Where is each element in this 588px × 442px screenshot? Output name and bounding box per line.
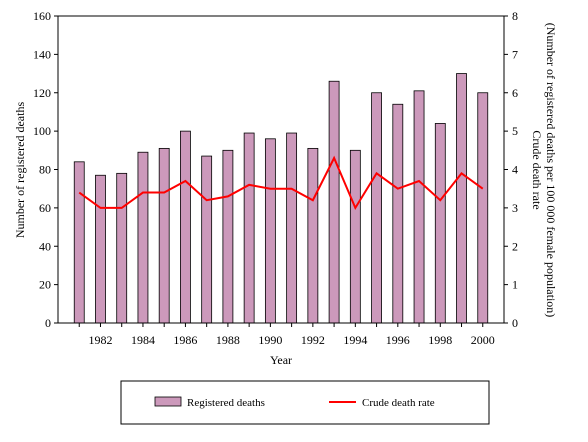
x-tick-label: 1992 — [301, 333, 325, 347]
legend: Registered deaths Crude death rate — [120, 380, 490, 425]
left-axis-ticks: 0 20 40 60 80 100 120 140 160 — [33, 9, 58, 330]
bar-1989 — [243, 132, 255, 324]
bar-1986 — [180, 130, 191, 324]
legend-box — [120, 380, 490, 425]
bar-1988 — [222, 149, 234, 324]
x-tick-label: 1984 — [131, 333, 155, 347]
bar-1985 — [158, 147, 170, 324]
y2-axis-subtitle: (Number of registered deaths per 100 000… — [544, 23, 558, 318]
bar-1991 — [286, 132, 298, 324]
left-tick-label: 0 — [45, 316, 51, 330]
bar-1999 — [456, 73, 467, 324]
left-tick-label: 40 — [39, 239, 51, 253]
bar-1984 — [137, 151, 149, 324]
right-tick-label: 3 — [512, 201, 518, 215]
x-tick-label: 1988 — [216, 333, 240, 347]
legend-label-registered-deaths: Registered deaths — [187, 397, 265, 409]
x-axis-ticks: 1982 1984 1986 1988 1990 1992 1994 1996 1998 2000 — [78, 323, 495, 347]
y2-axis-title: Crude death rate — [530, 130, 544, 209]
crude-death-rate-line — [78, 155, 484, 211]
right-tick-label: 0 — [512, 316, 518, 330]
left-tick-label: 120 — [33, 86, 51, 100]
left-tick-label: 20 — [39, 278, 51, 292]
right-tick-label: 6 — [512, 86, 518, 100]
x-tick-label: 2000 — [471, 333, 495, 347]
legend-swatch-registered-deaths — [154, 396, 182, 407]
x-tick-label: 1990 — [258, 333, 282, 347]
bar-1990 — [264, 138, 276, 324]
bar-1996 — [392, 103, 404, 324]
x-axis-title: Year — [270, 353, 292, 367]
x-tick-label: 1982 — [88, 333, 112, 347]
x-tick-label: 1986 — [173, 333, 197, 347]
left-tick-label: 160 — [33, 9, 51, 23]
left-tick-label: 100 — [33, 124, 51, 138]
right-tick-label: 5 — [512, 124, 518, 138]
bar-group — [73, 73, 489, 324]
bar-1983 — [116, 172, 128, 324]
right-tick-label: 4 — [512, 163, 518, 177]
bar-1992 — [307, 147, 319, 324]
bar-2000 — [477, 92, 489, 324]
x-tick-label: 1998 — [428, 333, 452, 347]
x-tick-label: 1994 — [343, 333, 367, 347]
right-tick-label: 2 — [512, 239, 518, 253]
right-axis-ticks: 0 1 2 3 4 5 6 7 8 — [504, 9, 518, 330]
right-tick-label: 8 — [512, 9, 518, 23]
bar-1981 — [73, 161, 85, 324]
bar-1998 — [434, 123, 446, 324]
bar-1997 — [413, 90, 425, 324]
bar-1994 — [349, 149, 361, 324]
right-tick-label: 7 — [512, 47, 518, 61]
bar-1993 — [328, 80, 340, 324]
x-tick-label: 1996 — [386, 333, 410, 347]
y-axis-title: Number of registered deaths — [13, 102, 27, 239]
right-tick-label: 1 — [512, 278, 518, 292]
left-tick-label: 140 — [33, 47, 51, 61]
left-tick-label: 60 — [39, 201, 51, 215]
legend-label-crude-death-rate: Crude death rate — [362, 397, 435, 409]
bar-1982 — [95, 174, 106, 324]
bar-1987 — [201, 155, 213, 324]
bar-1995 — [371, 92, 382, 324]
left-tick-label: 80 — [39, 163, 51, 177]
